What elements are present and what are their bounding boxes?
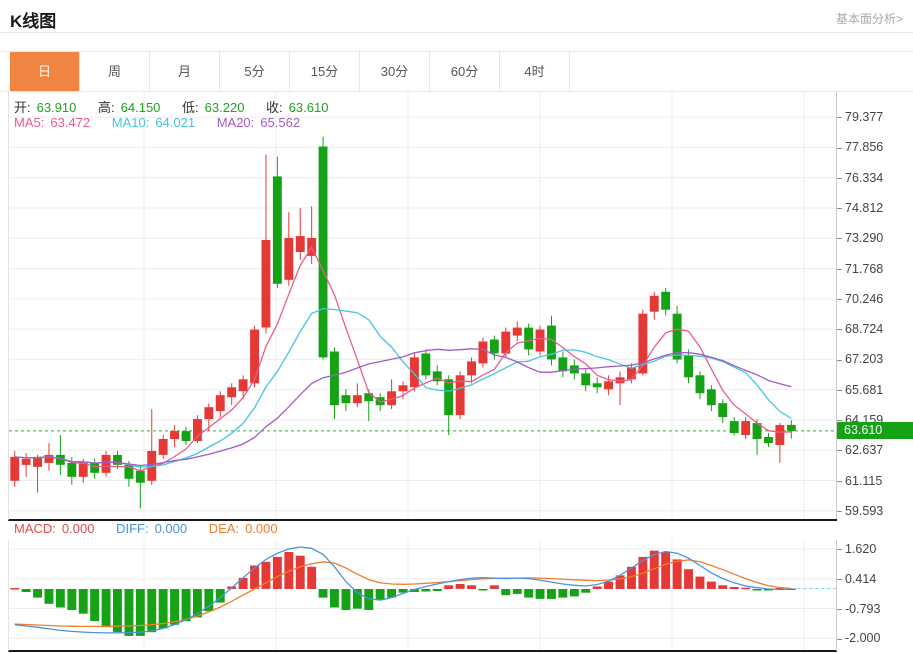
ma5-label: MA5: [14, 115, 45, 130]
y-axis-label: 76.334 [837, 171, 883, 185]
diff-value: 0.000 [154, 521, 188, 536]
y-axis-label: 79.377 [837, 110, 883, 124]
kline-chart-area: 开: 63.910 高: 64.150 低: 63.220 收: 63.610 MA5:… [0, 92, 913, 653]
y-axis-label: 77.856 [837, 140, 883, 154]
close-label: 收: [266, 100, 283, 115]
low-label: 低: [182, 100, 199, 115]
low-value: 63.220 [204, 100, 245, 115]
high-label: 高: [98, 100, 115, 115]
main-candlestick-canvas [8, 92, 837, 521]
y-axis-label: 59.593 [837, 504, 883, 518]
interval-tabs: 日周月 5分 15分 30分 60分 4时 [10, 52, 570, 91]
y-axis-label: 70.246 [837, 292, 883, 306]
y-axis-label: 0.414 [837, 572, 876, 586]
ma5-value: 63.472 [50, 115, 91, 130]
tab-4时[interactable]: 4时 [500, 52, 570, 91]
y-axis-label: 68.724 [837, 322, 883, 336]
macd-label: MACD: [14, 521, 56, 536]
tab-日[interactable]: 日 [10, 52, 80, 91]
tab-5分[interactable]: 5分 [220, 52, 290, 91]
tab-周[interactable]: 周 [80, 52, 150, 91]
y-axis-label: 65.681 [837, 383, 883, 397]
y-axis-label: 67.203 [837, 352, 883, 366]
close-value: 63.610 [288, 100, 329, 115]
tab-月[interactable]: 月 [150, 52, 220, 91]
ma10-label: MA10: [111, 115, 150, 130]
y-axis-label: 62.637 [837, 443, 883, 457]
interval-tabbar: 日周月 5分 15分 30分 60分 4时 [0, 51, 913, 92]
diff-label: DIFF: [116, 521, 149, 536]
ohlc-row: 开: 63.910 高: 64.150 低: 63.220 收: 63.610 [14, 97, 334, 116]
ma10-value: 64.021 [155, 115, 196, 130]
dea-value: 0.000 [245, 521, 278, 536]
y-axis-label: -0.793 [837, 602, 880, 616]
ma-row: MA5: 63.472 MA10: 64.021 MA20: 65.562 [14, 115, 306, 130]
current-price-badge: 63.610 [837, 422, 913, 440]
y-axis-label: -2.000 [837, 631, 880, 645]
macd-y-axis: 1.620 0.414 -0.793 -2.000 [836, 540, 913, 651]
macd-row: MACD: 0.000 DIFF: 0.000 DEA: 0.000 [14, 521, 284, 536]
y-axis-label: 71.768 [837, 262, 883, 276]
y-axis-label: 1.620 [837, 542, 876, 556]
y-axis-label: 74.812 [837, 201, 883, 215]
ma20-value: 65.562 [260, 115, 301, 130]
page-header: K线图 基本面分析> [0, 0, 913, 33]
ma20-label: MA20: [216, 115, 255, 130]
high-value: 64.150 [120, 100, 161, 115]
page-title: K线图 [10, 12, 57, 31]
tab-30分[interactable]: 30分 [360, 52, 430, 91]
tab-15分[interactable]: 15分 [290, 52, 360, 91]
main-y-axis: 63.610 79.377 77.856 76.334 74.812 73.290 71.… [836, 92, 913, 519]
y-axis-label: 61.115 [837, 474, 882, 488]
y-axis-label: 73.290 [837, 231, 883, 245]
open-value: 63.910 [36, 100, 77, 115]
tab-60分[interactable]: 60分 [430, 52, 500, 91]
open-label: 开: [14, 100, 31, 115]
macd-canvas [8, 540, 837, 652]
macd-value: 0.000 [61, 521, 95, 536]
fundamental-analysis-link[interactable]: 基本面分析> [835, 12, 903, 26]
dea-label: DEA: [208, 521, 240, 536]
